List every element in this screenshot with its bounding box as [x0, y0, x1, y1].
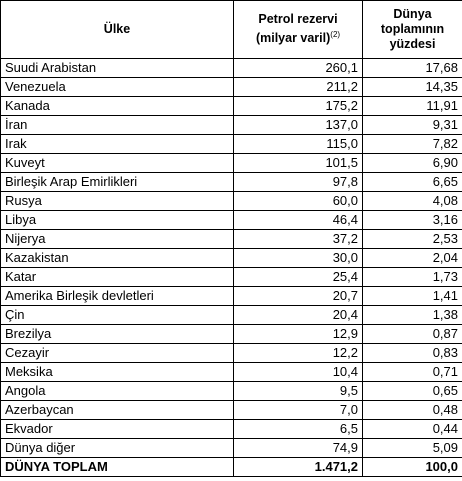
reserve-cell: 7,0 [233, 400, 363, 420]
country-cell: Birleşik Arap Emirlikleri [0, 172, 234, 192]
share-cell: 9,31 [362, 115, 462, 135]
reserve-cell: 20,4 [233, 305, 363, 325]
reserve-cell: 97,8 [233, 172, 363, 192]
country-cell: Nijerya [0, 229, 234, 249]
share-cell: 0,83 [362, 343, 462, 363]
reserve-cell: 20,7 [233, 286, 363, 306]
share-cell: 14,35 [362, 77, 462, 97]
data-row: Çin 20,4 1,38 [0, 305, 462, 325]
reserve-cell: 25,4 [233, 267, 363, 287]
reserve-cell: 1.471,2 [233, 457, 363, 477]
data-row: Libya 46,4 3,16 [0, 210, 462, 230]
share-cell: 0,87 [362, 324, 462, 344]
share-cell: 11,91 [362, 96, 462, 116]
data-row: Brezilya 12,9 0,87 [0, 324, 462, 344]
data-row: Irak 115,0 7,82 [0, 134, 462, 154]
reserve-cell: 12,2 [233, 343, 363, 363]
share-cell: 3,16 [362, 210, 462, 230]
share-cell: 5,09 [362, 438, 462, 458]
share-cell: 0,48 [362, 400, 462, 420]
country-cell: Ekvador [0, 419, 234, 439]
reserve-cell: 10,4 [233, 362, 363, 382]
share-cell: 4,08 [362, 191, 462, 211]
share-cell: 0,65 [362, 381, 462, 401]
share-cell: 7,82 [362, 134, 462, 154]
country-cell: İran [0, 115, 234, 135]
country-cell: Cezayir [0, 343, 234, 363]
header-text: Petrol rezervi (milyar varil) [255, 12, 338, 46]
country-cell: Venezuela [0, 77, 234, 97]
country-cell: Kazakistan [0, 248, 234, 268]
country-cell: Rusya [0, 191, 234, 211]
reserve-cell: 60,0 [233, 191, 363, 211]
reserve-cell: 115,0 [233, 134, 363, 154]
reserve-cell: 101,5 [233, 153, 363, 173]
data-row: Cezayir 12,2 0,83 [0, 343, 462, 363]
reserve-cell: 9,5 [233, 381, 363, 401]
country-cell: Meksika [0, 362, 234, 382]
country-cell: Libya [0, 210, 234, 230]
reserve-cell: 37,2 [233, 229, 363, 249]
header-cell: Dünya toplamının yüzdesi [362, 0, 462, 59]
share-cell: 100,0 [362, 457, 462, 477]
country-cell: Brezilya [0, 324, 234, 344]
country-cell: Kuveyt [0, 153, 234, 173]
country-cell: Amerika Birleşik devletleri [0, 286, 234, 306]
country-cell: DÜNYA TOPLAM [0, 457, 234, 477]
share-cell: 1,73 [362, 267, 462, 287]
country-cell: Katar [0, 267, 234, 287]
country-cell: Angola [0, 381, 234, 401]
share-cell: 2,53 [362, 229, 462, 249]
header-row: Ülke Petrol rezervi (milyar varil)(2) Dü… [0, 0, 462, 59]
data-row: Ekvador 6,5 0,44 [0, 419, 462, 439]
country-cell: Azerbaycan [0, 400, 234, 420]
data-row: Kanada 175,2 11,91 [0, 96, 462, 116]
reserve-cell: 260,1 [233, 58, 363, 78]
data-row: İran 137,0 9,31 [0, 115, 462, 135]
country-cell: Dünya diğer [0, 438, 234, 458]
reserve-cell: 12,9 [233, 324, 363, 344]
share-cell: 1,41 [362, 286, 462, 306]
share-cell: 6,90 [362, 153, 462, 173]
share-cell: 17,68 [362, 58, 462, 78]
data-row: Suudi Arabistan 260,1 17,68 [0, 58, 462, 78]
data-row: Katar 25,4 1,73 [0, 267, 462, 287]
share-cell: 0,71 [362, 362, 462, 382]
share-cell: 0,44 [362, 419, 462, 439]
data-row: Azerbaycan 7,0 0,48 [0, 400, 462, 420]
reserve-cell: 175,2 [233, 96, 363, 116]
data-row: Birleşik Arap Emirlikleri 97,8 6,65 [0, 172, 462, 192]
data-row: Angola 9,5 0,65 [0, 381, 462, 401]
reserve-cell: 6,5 [233, 419, 363, 439]
data-row: Amerika Birleşik devletleri 20,7 1,41 [0, 286, 462, 306]
country-cell: Çin [0, 305, 234, 325]
reserve-cell: 137,0 [233, 115, 363, 135]
share-cell: 6,65 [362, 172, 462, 192]
country-cell: Suudi Arabistan [0, 58, 234, 78]
data-row: Kuveyt 101,5 6,90 [0, 153, 462, 173]
header-cell: Petrol rezervi (milyar varil)(2) [233, 0, 363, 59]
data-row: Kazakistan 30,0 2,04 [0, 248, 462, 268]
reserve-cell: 74,9 [233, 438, 363, 458]
share-cell: 2,04 [362, 248, 462, 268]
country-cell: Irak [0, 134, 234, 154]
reserve-cell: 30,0 [233, 248, 363, 268]
total-row: DÜNYA TOPLAM 1.471,2 100,0 [0, 457, 462, 477]
header-cell: Ülke [0, 0, 234, 59]
data-row: Dünya diğer 74,9 5,09 [0, 438, 462, 458]
data-row: Venezuela 211,2 14,35 [0, 77, 462, 97]
share-cell: 1,38 [362, 305, 462, 325]
reserve-cell: 46,4 [233, 210, 363, 230]
data-row: Nijerya 37,2 2,53 [0, 229, 462, 249]
footnote-ref: (2) [330, 30, 341, 40]
data-row: Rusya 60,0 4,08 [0, 191, 462, 211]
data-row: Meksika 10,4 0,71 [0, 362, 462, 382]
reserve-cell: 211,2 [233, 77, 363, 97]
country-cell: Kanada [0, 96, 234, 116]
table-body: Suudi Arabistan 260,1 17,68 Venezuela 211,2 1… [0, 58, 462, 477]
